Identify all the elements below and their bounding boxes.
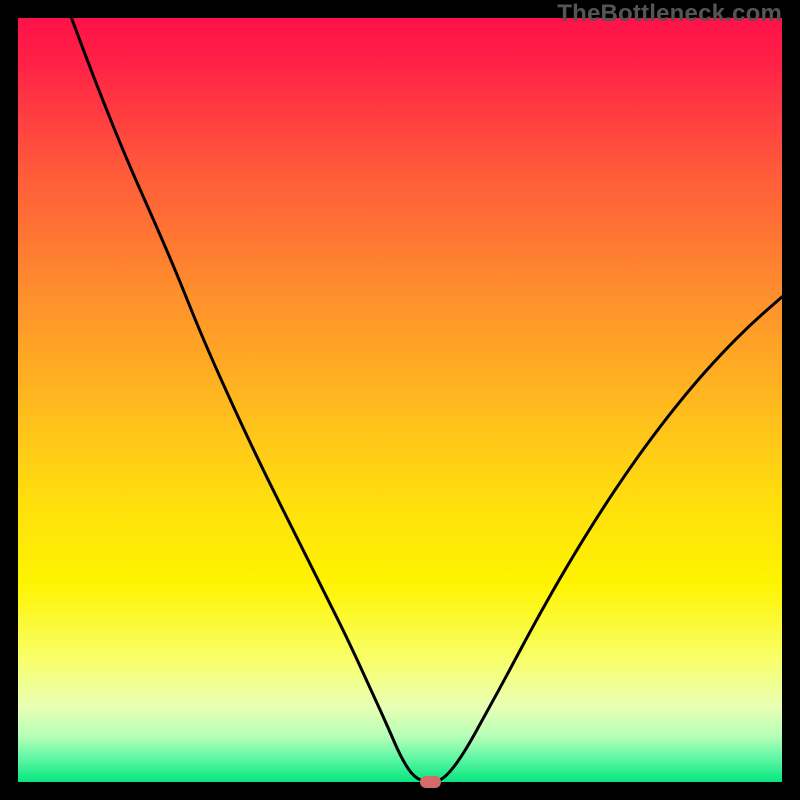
bottleneck-curve-path — [71, 18, 782, 782]
optimal-point-marker — [420, 776, 441, 787]
bottleneck-curve — [18, 18, 782, 782]
chart-frame: TheBottleneck.com — [0, 0, 800, 800]
source-watermark: TheBottleneck.com — [557, 0, 782, 28]
